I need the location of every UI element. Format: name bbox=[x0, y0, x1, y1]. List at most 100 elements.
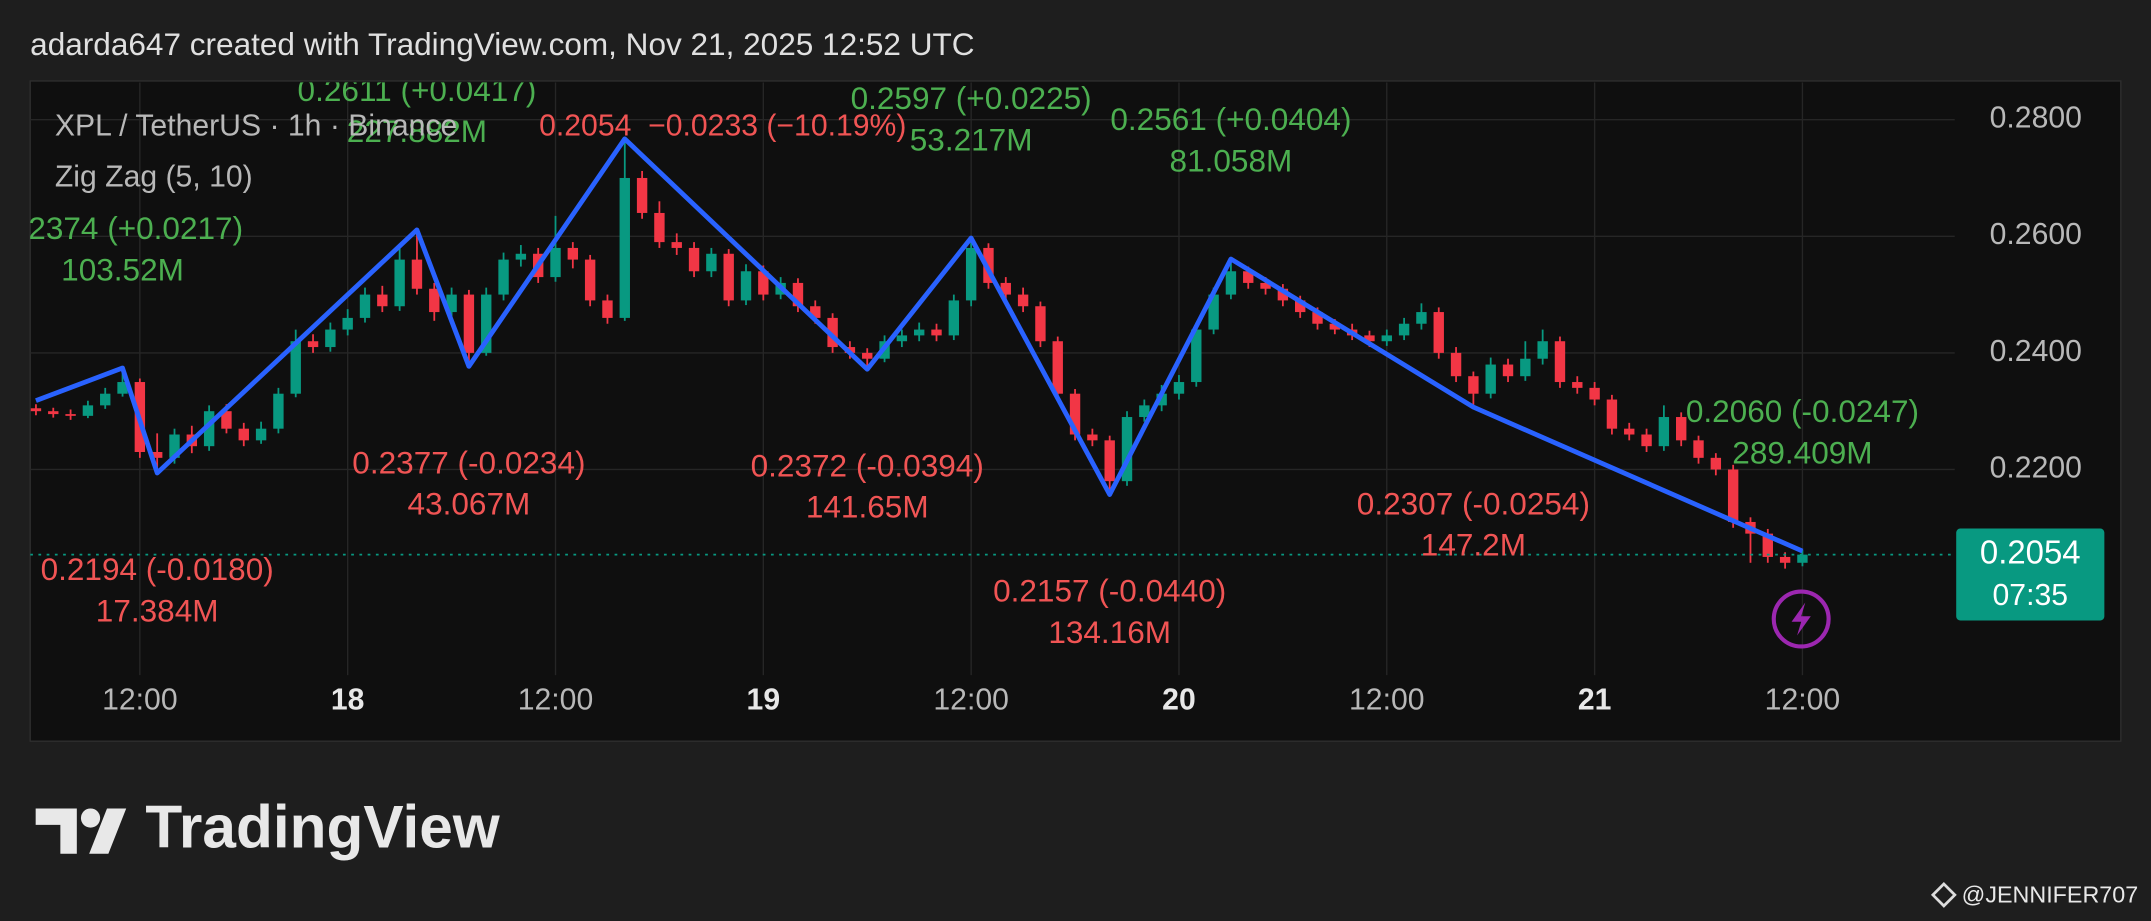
candle-body bbox=[1104, 440, 1115, 482]
candle-body bbox=[723, 253, 734, 301]
candle-body bbox=[1295, 300, 1306, 313]
pivot-volume: 289.409M bbox=[1732, 434, 1872, 470]
candle-body bbox=[325, 329, 336, 348]
pivot-label: 0.2372 (-0.0394) bbox=[751, 447, 984, 483]
candle-body bbox=[1624, 428, 1635, 435]
candle-body bbox=[1710, 457, 1722, 470]
candle-body bbox=[1398, 323, 1410, 336]
candle-body bbox=[1416, 312, 1427, 324]
candle-body bbox=[1797, 554, 1808, 563]
candle-body bbox=[203, 411, 215, 447]
y-tick-label: 0.2200 bbox=[1990, 451, 2082, 484]
candle-body bbox=[1173, 382, 1185, 394]
candle-body bbox=[1069, 393, 1081, 435]
candle-body bbox=[446, 294, 457, 313]
grid bbox=[30, 82, 1955, 676]
watermark-icon bbox=[1930, 881, 1957, 908]
candle-body bbox=[359, 294, 371, 318]
pivot-volume: 43.067M bbox=[408, 486, 531, 522]
candle-body bbox=[1225, 271, 1237, 295]
symbol: XPL / TetherUS · 1h · Binance bbox=[55, 110, 457, 143]
x-tick-label: 21 bbox=[1578, 683, 1612, 716]
candle-body bbox=[377, 294, 388, 307]
alert-icon bbox=[1771, 589, 1831, 649]
watermark: @JENNIFER707 bbox=[1962, 881, 2138, 907]
candle-body bbox=[1243, 271, 1254, 283]
candle-body bbox=[255, 428, 267, 441]
candle-body bbox=[394, 259, 405, 307]
candle-body bbox=[1433, 312, 1444, 353]
candle-body bbox=[429, 288, 440, 313]
candle-body bbox=[740, 271, 752, 301]
x-tick-label: 19 bbox=[747, 683, 781, 716]
candle-body bbox=[1052, 341, 1063, 394]
pivot-label: 0.2611 (+0.0417) bbox=[298, 72, 537, 108]
x-tick-label: 18 bbox=[331, 683, 365, 716]
candle-body bbox=[862, 352, 873, 359]
candle-body bbox=[758, 271, 769, 295]
logo-icon bbox=[35, 808, 127, 854]
pivot-volume: 81.058M bbox=[1170, 142, 1293, 178]
candle-body bbox=[117, 382, 128, 394]
x-tick-label: 12:00 bbox=[102, 683, 177, 716]
candle-body bbox=[948, 300, 960, 336]
candle-body bbox=[1727, 469, 1739, 522]
candle-body bbox=[1641, 434, 1652, 447]
candle-body bbox=[1572, 382, 1583, 388]
candle-body bbox=[1312, 312, 1323, 324]
candle-body bbox=[290, 341, 301, 394]
candle-body bbox=[515, 253, 527, 260]
candle-body bbox=[1121, 417, 1133, 482]
candle-body bbox=[810, 306, 821, 318]
candle-body bbox=[307, 341, 319, 348]
candle-body bbox=[1139, 405, 1150, 418]
candle-body bbox=[100, 393, 111, 406]
pivot-volume: 147.2M bbox=[1421, 526, 1526, 562]
pivot-label: 0.2157 (-0.0440) bbox=[993, 573, 1226, 609]
x-tick-label: 12:00 bbox=[933, 683, 1008, 716]
pivot-volume: 141.65M bbox=[806, 489, 929, 525]
candle-body bbox=[827, 317, 838, 348]
candle-body bbox=[1520, 358, 1531, 377]
candle-body bbox=[481, 294, 492, 353]
indicator-name: Zig Zag (5, 10) bbox=[55, 160, 253, 193]
zigzag-line bbox=[35, 136, 1804, 554]
candle-body bbox=[1554, 341, 1566, 383]
candle-body bbox=[48, 411, 59, 415]
axes: 0.2800 0.2600 0.2400 0.2200 12:00 18 12:00 19 12… bbox=[102, 102, 2105, 716]
pivot-label: 0.2561 (+0.0404) bbox=[1110, 101, 1351, 137]
y-tick-label: 0.2800 bbox=[1990, 102, 2082, 135]
candle-body bbox=[619, 177, 630, 318]
candle-body bbox=[1000, 282, 1011, 295]
candle-body bbox=[1381, 335, 1392, 342]
header-title: adarda647 created with TradingView.com, … bbox=[30, 26, 974, 62]
candle-body bbox=[1035, 306, 1046, 342]
candle-body bbox=[498, 259, 509, 295]
pivot-label: 0.2374 (+0.0217) bbox=[2, 210, 243, 246]
pivot-label: 0.2597 (+0.0225) bbox=[851, 80, 1092, 116]
candle-body bbox=[567, 247, 579, 260]
price-tag-label: 0.2054 bbox=[1980, 533, 2081, 570]
candle-body bbox=[82, 405, 94, 416]
candle-body bbox=[1537, 341, 1548, 359]
y-tick-label: 0.2400 bbox=[1990, 335, 2082, 368]
candle-body bbox=[151, 452, 163, 458]
candle-body bbox=[1364, 335, 1375, 342]
pivot-volume: 17.384M bbox=[96, 592, 219, 628]
candle-body bbox=[411, 259, 423, 289]
candle-body bbox=[1589, 387, 1600, 400]
logo-text: TradingView bbox=[145, 793, 500, 861]
candle-body bbox=[931, 329, 942, 336]
candle-body bbox=[706, 253, 717, 272]
candle-body bbox=[1191, 329, 1202, 383]
candle-body bbox=[584, 259, 596, 301]
candle-body bbox=[273, 393, 284, 429]
pivot-volume: 227.882M bbox=[347, 113, 487, 149]
candle-body bbox=[1329, 323, 1341, 330]
candle-body bbox=[65, 414, 76, 416]
candle-body bbox=[342, 317, 353, 330]
candle-body bbox=[602, 300, 613, 318]
countdown: 07:35 bbox=[1993, 579, 2068, 612]
candle-body bbox=[221, 411, 232, 429]
